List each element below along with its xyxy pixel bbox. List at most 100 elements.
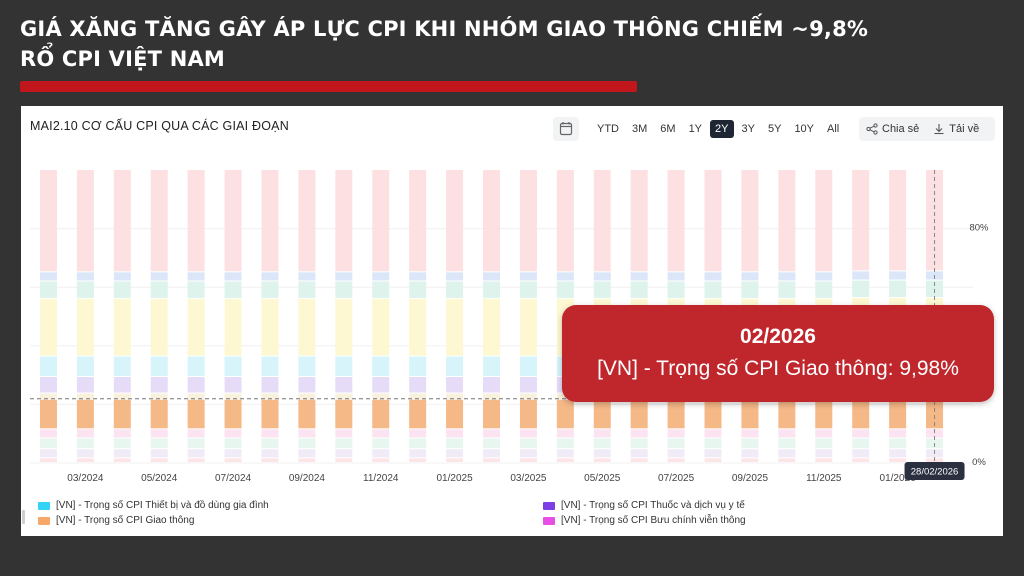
bar-segment[interactable] [631, 438, 648, 448]
bar-segment[interactable] [114, 170, 131, 271]
bar-segment[interactable] [668, 400, 685, 429]
bar-segment[interactable] [151, 394, 168, 399]
bar-segment[interactable] [372, 400, 389, 429]
bar-segment[interactable] [40, 272, 57, 280]
bar-segment[interactable] [225, 449, 242, 457]
bar-segment[interactable] [40, 357, 57, 377]
bar-segment[interactable] [557, 458, 574, 462]
bar-segment[interactable] [741, 449, 758, 457]
bar-segment[interactable] [335, 400, 352, 429]
bar-segment[interactable] [372, 170, 389, 271]
bar-segment[interactable] [40, 281, 57, 297]
bar-segment[interactable] [557, 429, 574, 437]
bar-segment[interactable] [298, 458, 315, 462]
bar-segment[interactable] [372, 429, 389, 437]
bar-segment[interactable] [151, 377, 168, 393]
bar-segment[interactable] [705, 272, 722, 280]
bar-segment[interactable] [668, 281, 685, 297]
bar-segment[interactable] [114, 449, 131, 457]
legend-scroll-handle[interactable] [22, 510, 25, 524]
bar-segment[interactable] [261, 438, 278, 448]
bar-segment[interactable] [77, 438, 94, 448]
bar-segment[interactable] [594, 429, 611, 437]
bar-segment[interactable] [409, 400, 426, 429]
bar-segment[interactable] [372, 299, 389, 356]
bar-segment[interactable] [188, 272, 205, 280]
bar-segment[interactable] [151, 357, 168, 377]
bar-segment[interactable] [815, 400, 832, 429]
bar-segment[interactable] [40, 429, 57, 437]
bar-segment[interactable] [298, 170, 315, 271]
bar-segment[interactable] [631, 400, 648, 429]
bar-segment[interactable] [778, 449, 795, 457]
legend-item[interactable]: [VN] - Trọng số CPI Bưu chính viễn thông [543, 515, 746, 526]
bar-segment[interactable] [889, 281, 906, 297]
bar-segment[interactable] [741, 458, 758, 462]
bar-segment[interactable] [705, 281, 722, 297]
bar-segment[interactable] [372, 458, 389, 462]
bar-segment[interactable] [188, 377, 205, 393]
bar-segment[interactable] [40, 170, 57, 271]
bar-segment[interactable] [261, 170, 278, 271]
bar-segment[interactable] [852, 449, 869, 457]
bar-segment[interactable] [372, 357, 389, 377]
bar-segment[interactable] [40, 458, 57, 462]
bar-segment[interactable] [889, 449, 906, 457]
bar-segment[interactable] [261, 377, 278, 393]
bar-segment[interactable] [114, 299, 131, 356]
bar-segment[interactable] [225, 357, 242, 377]
bar-segment[interactable] [225, 272, 242, 280]
bar-segment[interactable] [372, 394, 389, 399]
bar-segment[interactable] [261, 272, 278, 280]
bar-segment[interactable] [114, 438, 131, 448]
bar-segment[interactable] [668, 438, 685, 448]
bar-segment[interactable] [151, 281, 168, 297]
bar-segment[interactable] [889, 439, 906, 449]
bar-segment[interactable] [261, 281, 278, 297]
bar-segment[interactable] [483, 438, 500, 448]
bar-segment[interactable] [151, 458, 168, 462]
bar-segment[interactable] [77, 299, 94, 356]
bar-segment[interactable] [335, 449, 352, 457]
bar-segment[interactable] [261, 400, 278, 429]
bar-segment[interactable] [77, 357, 94, 377]
bar-segment[interactable] [483, 377, 500, 393]
bar-segment[interactable] [852, 458, 869, 462]
bar-segment[interactable] [298, 357, 315, 377]
bar-segment[interactable] [298, 449, 315, 457]
bar-segment[interactable] [225, 429, 242, 437]
bar-segment[interactable] [409, 281, 426, 297]
bar-segment[interactable] [668, 458, 685, 462]
bar-segment[interactable] [594, 449, 611, 457]
bar-segment[interactable] [705, 429, 722, 437]
bar-segment[interactable] [520, 458, 537, 462]
bar-segment[interactable] [188, 299, 205, 356]
bar-segment[interactable] [483, 429, 500, 437]
bar-segment[interactable] [372, 272, 389, 280]
bar-segment[interactable] [77, 429, 94, 437]
bar-segment[interactable] [483, 400, 500, 429]
bar-segment[interactable] [114, 394, 131, 399]
bar-segment[interactable] [40, 394, 57, 399]
bar-segment[interactable] [889, 429, 906, 437]
bar-segment[interactable] [409, 377, 426, 393]
bar-segment[interactable] [188, 429, 205, 437]
bar-segment[interactable] [741, 438, 758, 448]
bar-segment[interactable] [409, 299, 426, 356]
bar-segment[interactable] [77, 458, 94, 462]
bar-segment[interactable] [151, 170, 168, 271]
bar-segment[interactable] [446, 429, 463, 437]
bar-segment[interactable] [520, 429, 537, 437]
bar-segment[interactable] [668, 170, 685, 271]
bar-segment[interactable] [225, 438, 242, 448]
bar-segment[interactable] [815, 458, 832, 462]
bar-segment[interactable] [668, 449, 685, 457]
bar-segment[interactable] [261, 299, 278, 356]
bar-segment[interactable] [594, 281, 611, 297]
bar-segment[interactable] [631, 272, 648, 280]
bar-segment[interactable] [409, 357, 426, 377]
bar-segment[interactable] [77, 281, 94, 297]
bar-segment[interactable] [151, 400, 168, 429]
bar-segment[interactable] [483, 394, 500, 399]
bar-segment[interactable] [446, 438, 463, 448]
